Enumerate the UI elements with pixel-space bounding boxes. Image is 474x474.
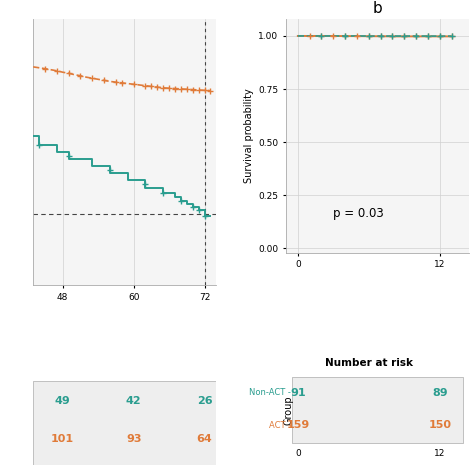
Text: 0: 0 [295, 449, 301, 458]
Text: 12: 12 [434, 449, 446, 458]
Text: 89: 89 [432, 388, 447, 398]
Text: 64: 64 [197, 434, 212, 444]
Text: p = 0.03: p = 0.03 [333, 207, 384, 219]
Text: 49: 49 [55, 395, 71, 406]
Text: ACT -: ACT - [269, 421, 291, 430]
Text: 159: 159 [286, 420, 310, 430]
Text: 101: 101 [51, 434, 74, 444]
Text: Number at risk: Number at risk [325, 358, 413, 368]
Text: 150: 150 [428, 420, 451, 430]
Text: 91: 91 [290, 388, 306, 398]
Text: 26: 26 [197, 395, 212, 406]
Y-axis label: Survival probability: Survival probability [244, 89, 254, 183]
Text: Non-ACT -: Non-ACT - [249, 388, 291, 397]
Title: b: b [373, 1, 383, 17]
Text: 42: 42 [126, 395, 141, 406]
Text: 93: 93 [126, 434, 141, 444]
Bar [292, 377, 464, 443]
Text: Group: Group [283, 395, 293, 425]
